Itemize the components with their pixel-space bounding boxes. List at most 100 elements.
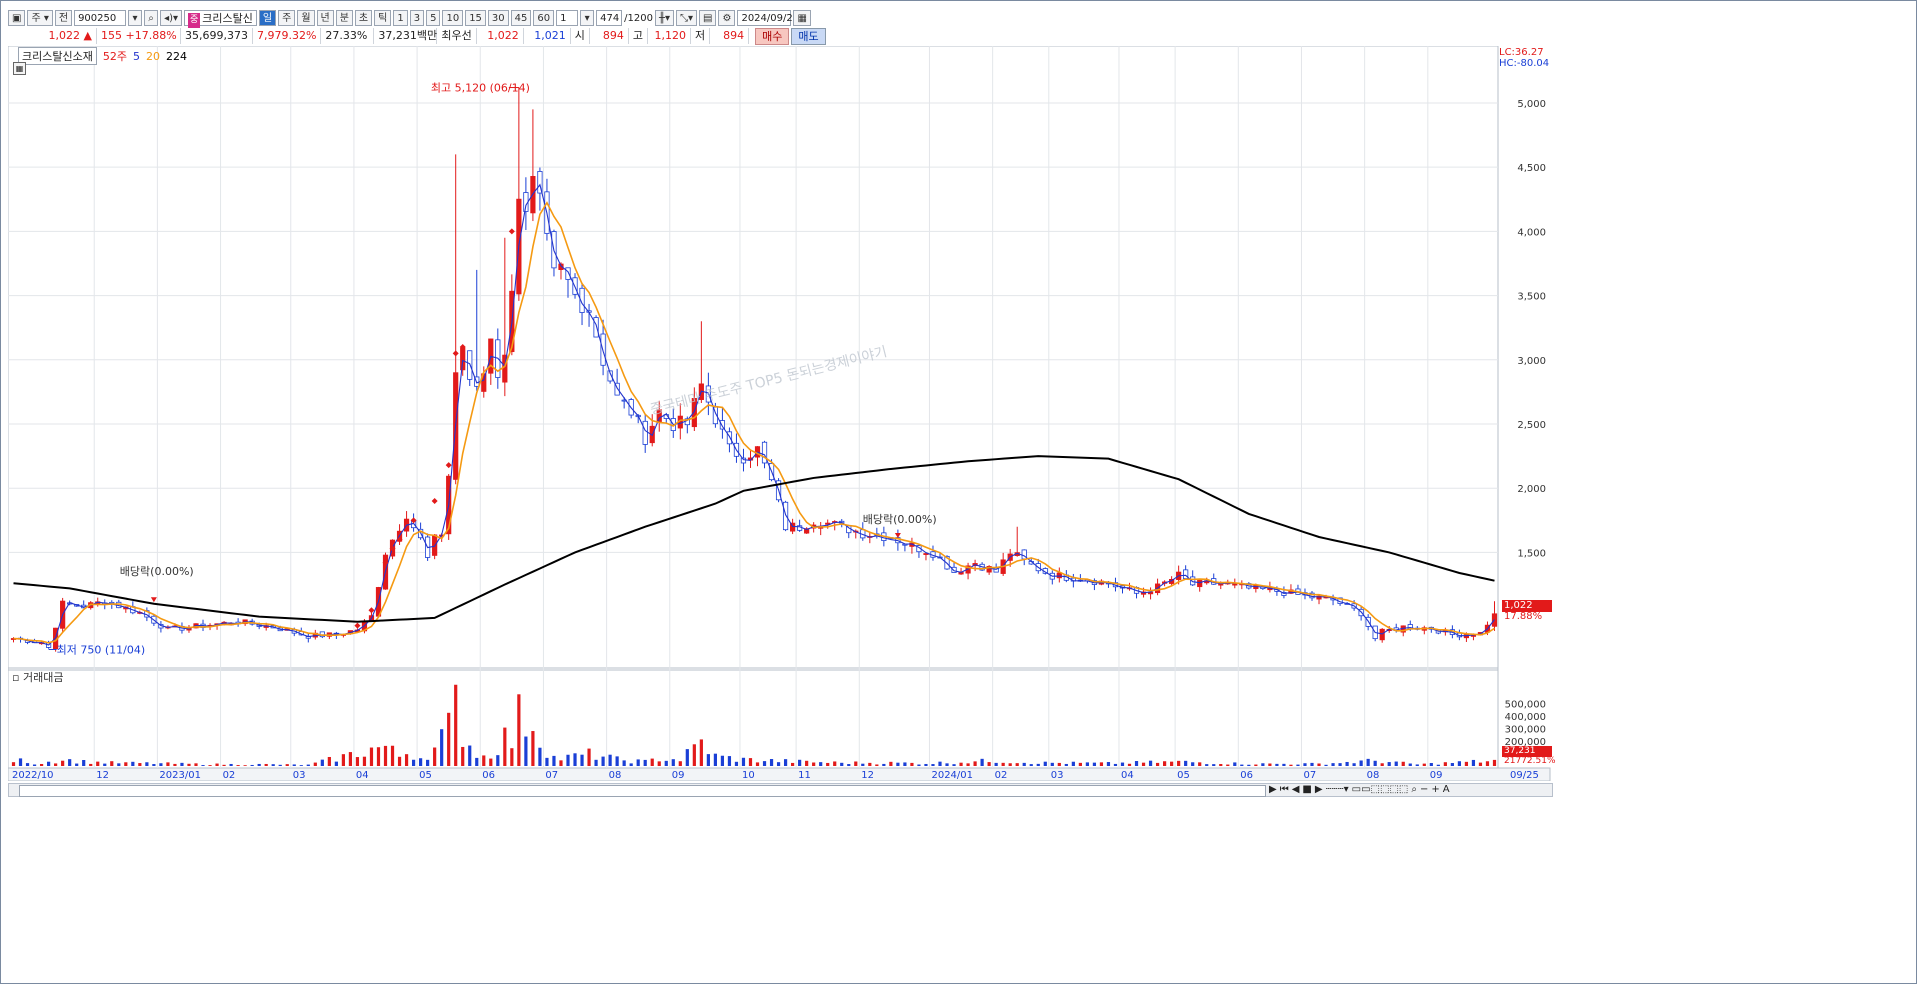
interval-3[interactable]: 3 — [409, 10, 425, 26]
candle-body — [1197, 580, 1203, 588]
legend-stock-name[interactable]: 크리스탈신소재 — [18, 47, 97, 65]
volume-bar — [1436, 764, 1440, 766]
date-input[interactable]: 2024/09/25 — [737, 10, 799, 26]
y-tick-label: 4,000 — [1517, 227, 1546, 238]
scroll-prev-icon[interactable]: ◀ — [1291, 784, 1300, 795]
period-second[interactable]: 초 — [354, 10, 373, 26]
count-input[interactable]: 474 — [596, 10, 623, 26]
font-size-icon[interactable]: A — [1442, 784, 1450, 795]
volume-bar — [173, 763, 177, 766]
volume-bar — [264, 763, 268, 766]
save-icon[interactable]: ▤ — [699, 10, 717, 26]
volume-bar — [783, 759, 788, 766]
view-tools-icon[interactable]: ▭▭⬚⬚⬚⬚ — [1351, 784, 1409, 795]
price-chart[interactable]: 1,500 2,000 2,500 3,000 3,500 4,000 4,500 5,000… — [8, 46, 1553, 781]
sell-button[interactable]: 매도 — [791, 27, 826, 45]
interval-30[interactable]: 30 — [487, 10, 509, 26]
layout-icon[interactable]: ▣ — [8, 10, 26, 26]
volume-bar — [1170, 761, 1174, 766]
x-tick-label: 02 — [995, 770, 1008, 781]
buy-button[interactable]: 매수 — [755, 27, 790, 45]
candle-type-icon[interactable]: ╫▾ — [654, 10, 674, 26]
candle-body — [790, 522, 796, 532]
period-tick[interactable]: 틱 — [374, 10, 392, 26]
period-month[interactable]: 월 — [297, 10, 315, 26]
zoom-out-icon[interactable]: − — [1419, 784, 1429, 795]
volume-bar — [1078, 762, 1082, 766]
period-minute[interactable]: 분 — [335, 10, 353, 26]
volume-bar — [952, 764, 956, 766]
x-tick-label: 06 — [482, 770, 495, 781]
high-annotation: 최고 5,120 (06/14) — [431, 82, 530, 95]
x-tick-label: 2022/10 — [12, 770, 54, 781]
settings-icon[interactable]: ⚙ — [718, 10, 736, 26]
interval-1[interactable]: 1 — [393, 10, 408, 26]
x-tick-label: 10 — [742, 770, 755, 781]
volume-bar — [131, 761, 135, 766]
period-year[interactable]: 년 — [316, 10, 334, 26]
price-panel — [8, 46, 1499, 671]
candle-body — [607, 370, 613, 382]
candle-body — [951, 566, 957, 573]
speed-slider-icon[interactable]: ┄┄┄▾ — [1325, 784, 1349, 795]
play-icon[interactable]: ▶ — [1314, 784, 1323, 795]
market-select[interactable]: 전 — [54, 10, 73, 26]
volume-bar — [433, 747, 437, 766]
stock-code-input[interactable]: 900250 — [74, 10, 127, 26]
low-price: 894 — [710, 28, 750, 44]
mode-select[interactable]: 주 ▾ — [27, 10, 53, 26]
interval-5[interactable]: 5 — [426, 10, 441, 26]
volume-bar — [489, 758, 493, 766]
volume-bar — [285, 764, 289, 766]
volume-bar — [1457, 761, 1461, 766]
zoom-icon[interactable]: ⌕ — [1411, 784, 1417, 795]
interval-60[interactable]: 60 — [533, 10, 555, 26]
period-week[interactable]: 주 — [278, 10, 296, 26]
volume-bar — [720, 755, 725, 766]
interval-10[interactable]: 10 — [442, 10, 464, 26]
volume-bar — [671, 759, 675, 766]
draw-tool-icon[interactable]: ⤡▾ — [676, 10, 698, 26]
scroll-right-icon[interactable]: ▶ — [1269, 784, 1277, 795]
search-icon[interactable]: ⌕ — [144, 10, 159, 26]
candle-body — [1190, 576, 1196, 586]
volume-bar — [973, 761, 977, 766]
volume-bar — [1050, 762, 1054, 766]
x-tick-label: 06 — [1240, 770, 1253, 781]
volume-bar — [861, 763, 865, 766]
period-day[interactable]: 일 — [258, 10, 277, 26]
volume-bar — [61, 760, 65, 766]
calendar-icon[interactable]: ▦ — [793, 10, 811, 26]
volume-bar — [327, 756, 331, 766]
scroll-thumb[interactable] — [19, 785, 1266, 797]
scroll-first-icon[interactable]: ⏮ — [1279, 784, 1289, 795]
count-dropdown-icon[interactable]: ▾ — [580, 10, 595, 26]
volume-bar — [713, 753, 717, 766]
chart-scrollbar[interactable]: ▶ ⏮ ◀ ■ ▶ ┄┄┄▾ ▭▭⬚⬚⬚⬚ ⌕ − + A — [8, 783, 1553, 797]
candle-body — [719, 420, 726, 430]
volume-bar — [1022, 762, 1026, 766]
speaker-icon[interactable]: ◂)▾ — [160, 10, 183, 26]
signal-marker — [368, 607, 375, 614]
volume-bar — [769, 759, 774, 766]
volume-bar — [1177, 760, 1181, 766]
volume-bar — [1141, 762, 1146, 766]
interval-15[interactable]: 15 — [465, 10, 486, 26]
count-select[interactable]: 1 — [556, 10, 579, 26]
interval-45[interactable]: 45 — [510, 10, 532, 26]
volume-bar — [615, 756, 619, 766]
volume-bar — [776, 762, 781, 766]
zoom-in-icon[interactable]: + — [1431, 784, 1440, 795]
volume-bar — [306, 764, 310, 766]
signal-marker — [396, 536, 403, 543]
volume-bar — [1373, 760, 1377, 766]
volume-bar — [390, 745, 395, 766]
volume-bar — [1043, 761, 1047, 766]
volume-bar — [1464, 761, 1469, 766]
grid-toggle-icon[interactable]: ▦ — [13, 62, 26, 75]
dropdown-icon[interactable]: ▾ — [128, 10, 143, 26]
stop-icon[interactable]: ■ — [1302, 784, 1312, 795]
stock-name: 중 크리스탈신 — [184, 10, 257, 28]
volume-bar — [706, 754, 710, 766]
volume-bar — [348, 752, 353, 766]
